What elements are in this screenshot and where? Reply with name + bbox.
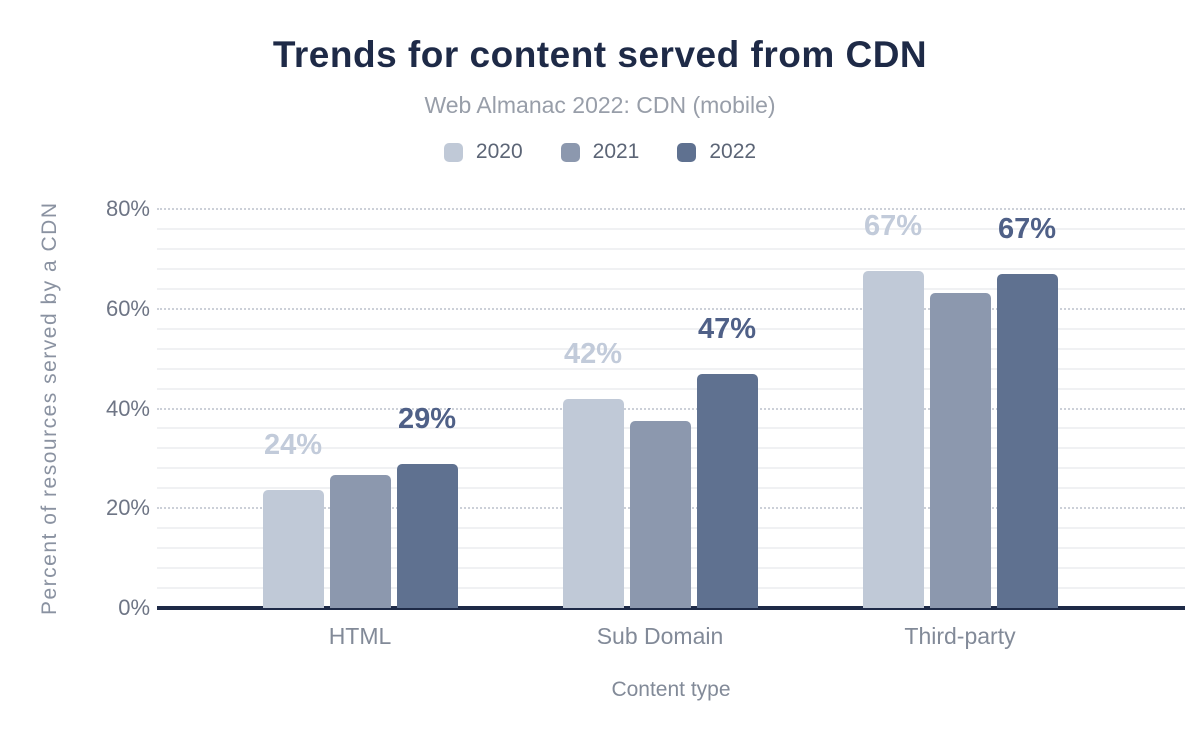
- bar-2020-third-party: [862, 271, 924, 608]
- legend-swatch-icon: [560, 142, 580, 162]
- bar-value-label: 24%: [263, 429, 323, 462]
- chart-title: Trends for content served from CDN: [272, 34, 928, 75]
- gridline-minor: [157, 287, 1185, 290]
- legend-item-2022: 2022: [677, 140, 756, 164]
- y-tick-label: 60%: [105, 295, 150, 321]
- bar-value-label: 42%: [563, 337, 623, 370]
- category-label-sub-domain: Sub Domain: [596, 623, 724, 649]
- bar-2022-third-party: [996, 273, 1058, 608]
- bar-value-label: 67%: [863, 210, 923, 243]
- y-tick-label: 40%: [105, 395, 150, 421]
- x-axis-line: [157, 606, 1185, 610]
- gridline-minor: [157, 347, 1185, 350]
- bar-2020-html: [262, 490, 324, 608]
- gridline-major: [157, 407, 1185, 410]
- legend-label: 2020: [475, 140, 523, 163]
- category-label-third-party: Third-party: [904, 623, 1016, 649]
- chart-subtitle: Web Almanac 2022: CDN (mobile): [424, 92, 776, 118]
- legend: 2020 2021 2022: [0, 140, 1200, 164]
- y-tick-label: 80%: [105, 196, 150, 221]
- gridline-major: [157, 307, 1185, 310]
- y-tick-label: 20%: [105, 495, 150, 521]
- legend-item-2021: 2021: [560, 140, 640, 164]
- gridline-minor: [157, 367, 1185, 370]
- bar-2022-sub-domain: [696, 374, 758, 608]
- bar-2022-html: [396, 463, 458, 608]
- bar-2020-sub-domain: [562, 398, 624, 608]
- bar-value-label: 67%: [997, 212, 1057, 245]
- category-label-html: HTML: [328, 623, 392, 649]
- legend-item-2020: 2020: [443, 140, 523, 164]
- legend-swatch-icon: [677, 142, 697, 162]
- bar-value-label: 29%: [397, 402, 457, 435]
- bar-2021-third-party: [929, 292, 991, 608]
- x-axis-title: Content type: [611, 678, 731, 701]
- plot-area: 24% 29% HTML 42% 47% Sub Domain 67% 67% Third-pa…: [157, 208, 1185, 649]
- gridline-minor: [157, 327, 1185, 330]
- legend-label: 2021: [592, 140, 640, 163]
- legend-label: 2022: [709, 140, 757, 163]
- bar-2021-sub-domain: [629, 420, 691, 608]
- gridline-minor: [157, 387, 1185, 390]
- gridline-minor: [157, 267, 1185, 270]
- gridline-major: [157, 208, 1185, 210]
- gridline-minor: [157, 247, 1185, 250]
- bar-2021-html: [329, 474, 391, 608]
- y-tick-label: 0%: [118, 595, 150, 620]
- gridline-minor: [157, 227, 1185, 230]
- bar-value-label: 47%: [697, 313, 757, 346]
- legend-swatch-icon: [443, 142, 463, 162]
